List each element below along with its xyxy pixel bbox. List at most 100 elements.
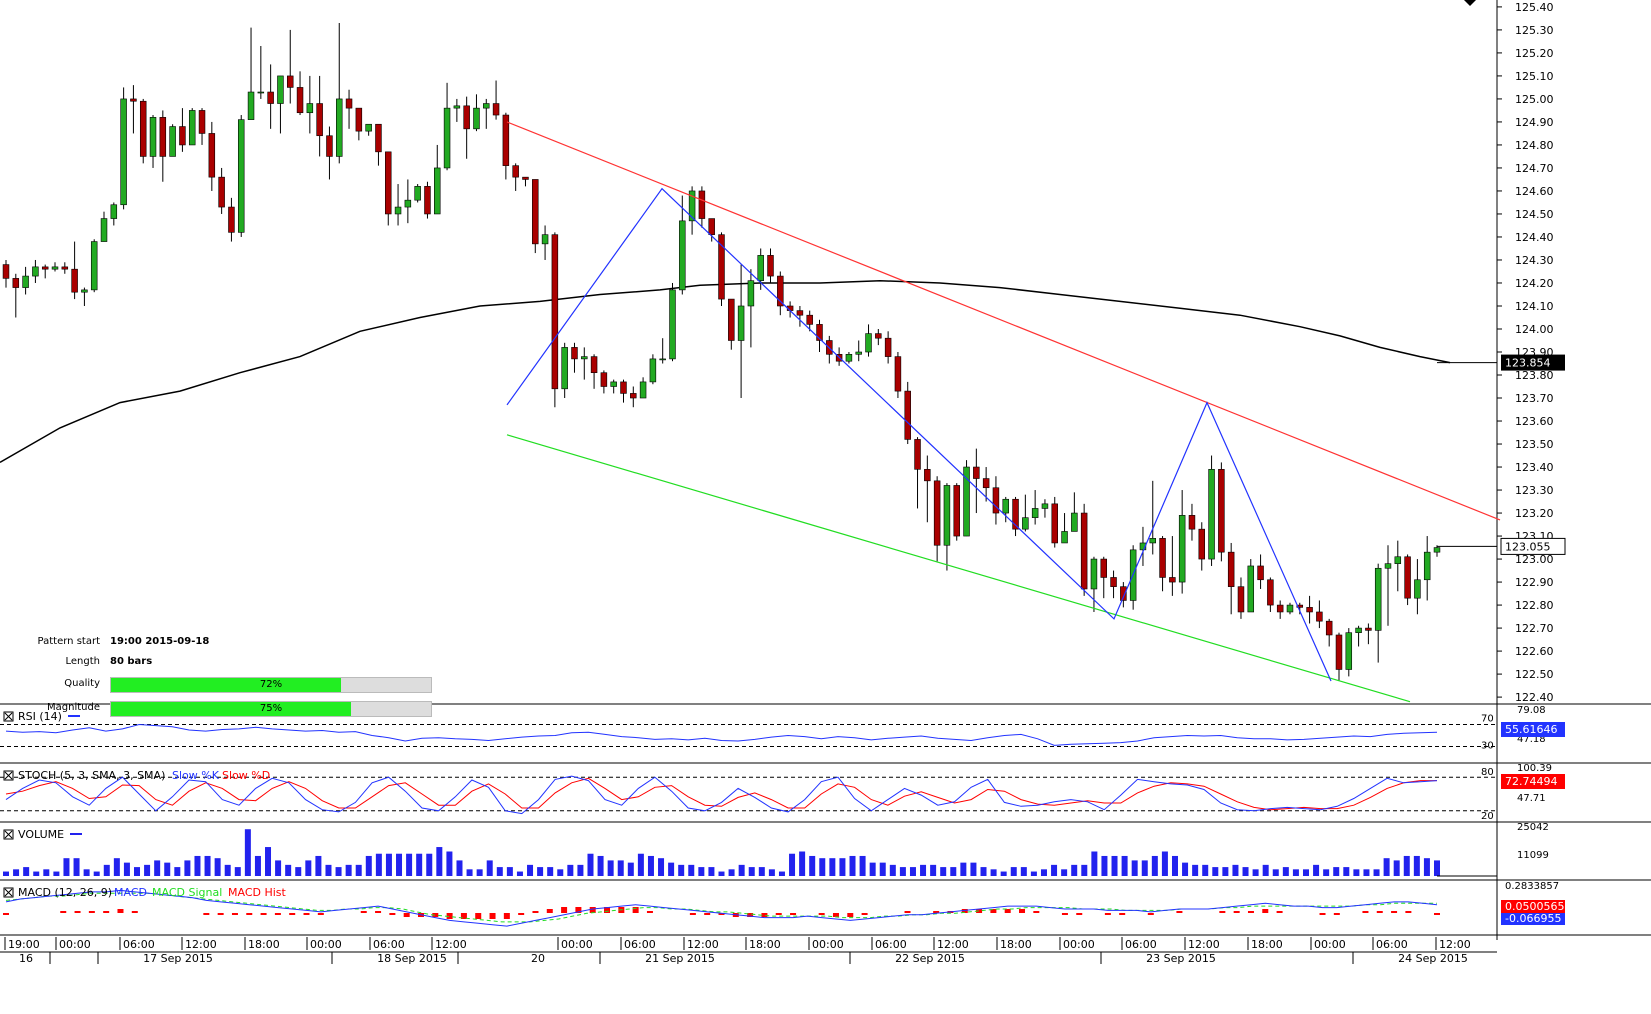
macd-hist-bar [961,909,968,913]
volume-bar [698,867,705,876]
date-label: 23 Sep 2015 [1146,952,1216,965]
volume-bar [899,867,906,876]
macd-hist-bar [117,909,124,913]
candle-body [943,485,951,546]
volume-bar [103,864,110,876]
volume-bar [597,855,604,876]
macd-hist-bar [1262,909,1269,913]
candle [590,354,598,389]
candle [1325,618,1333,647]
candle [1159,536,1166,592]
x-tick-label: 12:00 [937,938,969,951]
candle [149,115,157,168]
stoch-level-80-label: 80 [1481,767,1494,778]
candle [953,483,960,541]
candle-body [1257,565,1264,581]
volume-bar [950,867,957,876]
volume-bar [184,860,191,876]
volume-bar [244,829,251,876]
volume-bar [83,869,90,876]
volume-bar [43,869,50,876]
moving-average-line [0,279,1451,464]
candle [71,241,78,300]
candle [904,381,911,445]
upper-channel-line [506,121,1501,521]
volume-bar [718,871,725,876]
y-tick-label: 123.30 [1515,484,1554,497]
volume-bar [1403,855,1410,876]
macd-hist-bar [217,913,224,915]
macd-hist-bar [861,913,868,915]
candle-body [924,469,931,482]
candle [1218,462,1225,562]
candle-body [1139,542,1147,551]
candle-body [610,381,617,387]
candle-body [385,151,392,215]
candle-body [973,466,980,479]
volume-bar [456,860,463,876]
candle-body [1433,547,1441,553]
y-tick-label: 124.50 [1515,208,1554,221]
candle-body [649,358,657,383]
candle-body [718,234,725,300]
volume-bar [375,853,382,876]
candle [551,232,559,408]
volume-bar [1343,867,1350,876]
candle [806,310,813,332]
candle-body [777,275,784,307]
date-label: 24 Sep 2015 [1398,952,1468,965]
candle-body [1159,538,1166,578]
candle [1051,496,1058,548]
y-tick-label: 122.40 [1515,691,1554,704]
volume-bar [658,858,665,876]
volume-bar [1020,867,1027,876]
volume-bar [1272,869,1279,876]
candle-body [659,358,666,361]
y-tick-label: 124.70 [1515,162,1554,175]
volume-bar [496,867,503,876]
candle [61,262,69,274]
candle [394,184,402,226]
macd-hist-bar [904,911,911,913]
macd-hist-bar [518,913,525,915]
x-tick-label: 12:00 [687,938,719,951]
volume-bar [587,853,594,876]
volume-bar [1141,860,1148,876]
macd-hist-bar [317,913,324,915]
candle-body [22,275,29,288]
macd-hist-bar [1104,913,1111,915]
candle-body [963,466,970,537]
candle [894,352,902,399]
candle-body [1423,551,1431,581]
candle-body [747,280,755,307]
volume-bar [1161,851,1168,876]
x-tick-label: 00:00 [812,938,844,951]
candle [502,112,510,180]
candle-body [139,100,147,157]
candle [1237,577,1245,619]
candle-body [12,278,20,288]
candle-body [247,91,255,120]
candle-body [120,98,127,206]
candle [884,331,892,364]
candle-body [1276,604,1284,613]
macd-hist-bar [1061,913,1068,915]
macd-hist-bar [546,909,553,913]
y-tick-label: 123.00 [1515,553,1554,566]
volume-bar [547,867,554,876]
x-tick-label: 12:00 [1439,938,1471,951]
y-tick-label: 125.30 [1515,24,1554,37]
volume-bar [829,858,836,876]
volume-bar [637,853,644,876]
candle [286,29,294,104]
y-tick-label: 122.80 [1515,599,1554,612]
macd-hist-bar [1076,913,1083,915]
quality-bar-fill [111,678,342,692]
candle-body [532,179,539,245]
volume-bar [980,867,987,876]
candle-body [708,218,715,235]
macd-close-icon-x [4,888,13,897]
candle [708,218,715,242]
volume-bar [1081,864,1088,876]
